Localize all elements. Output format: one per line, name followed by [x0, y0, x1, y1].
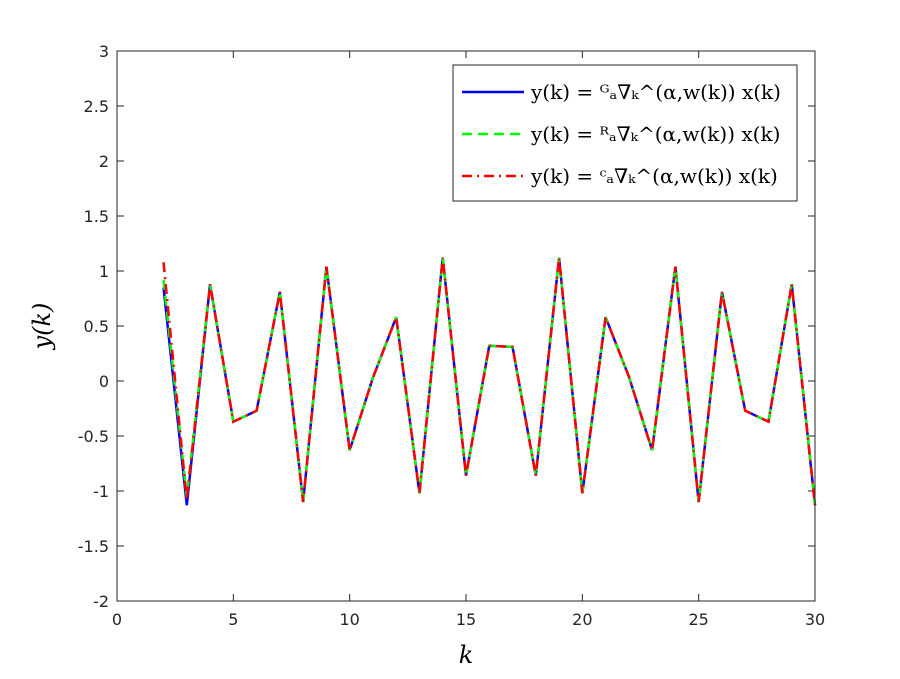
y-tick-label: 1	[99, 262, 109, 281]
y-tick-label: -1.5	[78, 537, 109, 556]
y-tick-label: 0.5	[84, 317, 109, 336]
x-tick-label: 0	[112, 610, 122, 629]
y-tick-label: -2	[93, 592, 109, 611]
x-tick-label: 25	[688, 610, 708, 629]
x-tick-label: 20	[572, 610, 592, 629]
legend-label: y(k) = ᶜₐ∇ₖ^(α,w(k)) x(k)	[530, 164, 778, 188]
y-tick-label: 2.5	[84, 97, 109, 116]
y-tick-label: 1.5	[84, 207, 109, 226]
data-line	[162, 257, 817, 506]
x-tick-label: 15	[456, 610, 476, 629]
y-tick-label: 3	[99, 42, 109, 61]
data-line	[162, 257, 817, 506]
x-tick-label: 30	[805, 610, 825, 629]
x-tick-label: 10	[339, 610, 359, 629]
y-tick-label: 0	[99, 372, 109, 391]
legend-label: y(k) = ᴳₐ∇ₖ^(α,w(k)) x(k)	[530, 80, 781, 104]
y-axis-label: y(k)	[28, 303, 56, 351]
y-tick-label: -1	[93, 482, 109, 501]
y-tick-label: 2	[99, 152, 109, 171]
x-axis-label: k	[459, 641, 474, 669]
legend-label: y(k) = ᴿₐ∇ₖ^(α,w(k)) x(k)	[530, 122, 780, 146]
x-tick-label: 5	[228, 610, 238, 629]
axes-box	[116, 50, 816, 602]
y-tick-label: -0.5	[78, 427, 109, 446]
